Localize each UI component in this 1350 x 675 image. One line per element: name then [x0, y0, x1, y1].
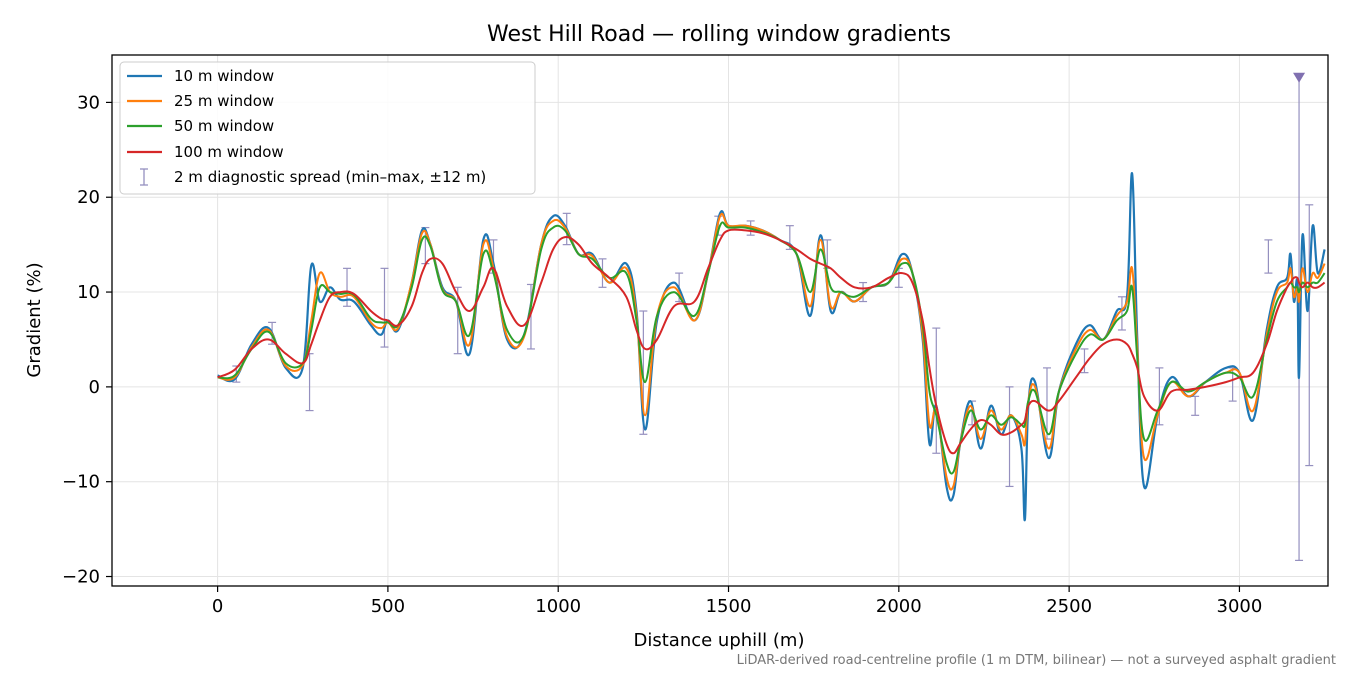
legend-label: 100 m window	[174, 143, 284, 161]
error-bar	[453, 286, 462, 355]
series-line-100m	[217, 228, 1326, 455]
clipped-arrow-marker	[1293, 72, 1306, 83]
y-tick-label: 20	[77, 187, 100, 208]
x-tick-label: 1500	[706, 596, 752, 617]
x-tick-label: 0	[212, 596, 223, 617]
legend-entry: 2 m diagnostic spread (min–max, ±12 m)	[140, 168, 486, 186]
series-line-50m	[217, 221, 1326, 475]
footnote: LiDAR-derived road-centreline profile (1…	[737, 653, 1336, 668]
error-bar	[1005, 386, 1014, 488]
legend-box	[119, 61, 536, 195]
legend-label: 10 m window	[174, 67, 274, 85]
axis-ticks: 0 500 1000 1500 2000 2500 3000 −20 −10 0 10 20 30	[62, 92, 1262, 617]
y-tick-label: −10	[62, 472, 100, 493]
series-lines	[217, 172, 1326, 522]
x-tick-label: 500	[371, 596, 405, 617]
legend-entry: 10 m window	[127, 67, 274, 85]
error-bar	[380, 267, 389, 348]
chart-title: West Hill Road — rolling window gradient…	[487, 22, 951, 47]
x-axis-label: Distance uphill (m)	[634, 630, 805, 651]
y-tick-label: 10	[77, 282, 100, 303]
legend-label: 25 m window	[174, 92, 274, 110]
x-tick-label: 2000	[876, 596, 922, 617]
error-bar	[1080, 348, 1089, 374]
y-tick-label: −20	[62, 567, 100, 588]
legend-entry: 100 m window	[127, 143, 284, 161]
x-tick-label: 2500	[1046, 596, 1092, 617]
error-bar	[1305, 204, 1314, 467]
legend-entry: 25 m window	[127, 92, 274, 110]
legend-label: 2 m diagnostic spread (min–max, ±12 m)	[174, 168, 486, 186]
legend-entry: 50 m window	[127, 117, 274, 135]
y-tick-label: 0	[89, 377, 100, 398]
error-bar	[932, 327, 941, 454]
x-tick-label: 3000	[1217, 596, 1263, 617]
series-line-25m	[217, 212, 1326, 491]
x-tick-label: 1000	[535, 596, 581, 617]
y-tick-label: 30	[77, 92, 100, 113]
error-bar	[1117, 296, 1126, 331]
legend-label: 50 m window	[174, 117, 274, 135]
error-bar	[1264, 239, 1273, 274]
y-axis-label: Gradient (%)	[24, 262, 45, 377]
plot-frame	[111, 54, 1329, 587]
legend: 10 m window 25 m window 50 m window 100 m w…	[119, 61, 536, 195]
